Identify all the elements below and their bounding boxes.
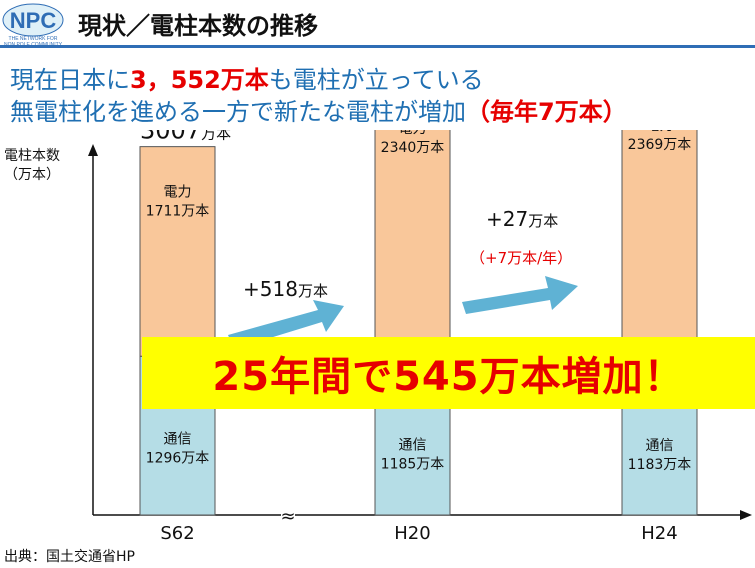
x-tick-label: H20 xyxy=(394,523,430,544)
subtitle-line-2: 無電柱化を進める一方で新たな電柱が増加（毎年7万本） xyxy=(10,92,627,127)
axis-break-gap xyxy=(281,505,295,525)
delta-label: +27万本 xyxy=(486,207,558,231)
x-axis-arrowhead xyxy=(740,510,752,520)
segment-label-comm: 通信 xyxy=(399,438,427,454)
subtitle-text: 現在日本に xyxy=(10,66,130,94)
segment-label-power: 電力 xyxy=(399,130,427,137)
subtitle-text: も電柱が立っている xyxy=(268,66,484,94)
subtitle-highlight: （毎年7万本） xyxy=(466,98,627,126)
segment-label-power: 2369万本 xyxy=(628,137,692,153)
delta-label: +518万本 xyxy=(243,277,328,301)
increase-arrow-2 xyxy=(462,276,578,314)
npc-logo: NPC THE NETWORK FOR NON POLE COMMUNITY xyxy=(2,2,64,48)
subtitle-highlight: 3，552万本 xyxy=(130,66,269,94)
source-note: 出典：国土交通省HP xyxy=(4,549,135,565)
x-tick-label: H24 xyxy=(641,523,677,544)
segment-label-comm: 1185万本 xyxy=(381,457,445,473)
y-axis-arrowhead xyxy=(88,144,98,156)
logo-text: NPC xyxy=(10,8,57,33)
page-title: 現状／電柱本数の推移 xyxy=(78,12,318,40)
segment-label-comm: 通信 xyxy=(164,432,192,448)
segment-label-power: 電力 xyxy=(164,185,192,201)
segment-label-power: 2340万本 xyxy=(381,140,445,156)
bar-segment-power xyxy=(139,146,216,357)
segment-label-comm: 通信 xyxy=(646,438,674,454)
bar-segment-power xyxy=(374,130,451,371)
subtitle-text: 無電柱化を進める一方で新たな電柱が増加 xyxy=(10,98,466,126)
bar-total-label: 3007万本 xyxy=(140,130,231,145)
x-tick-label: S62 xyxy=(160,523,194,544)
segment-label-power: 電力 xyxy=(646,130,674,134)
subtitle-line-1: 現在日本に3，552万本も電柱が立っている xyxy=(10,60,484,95)
y-axis-label-line: 電柱本数 xyxy=(4,148,60,164)
segment-label-power: 1711万本 xyxy=(146,204,210,220)
bar-segment-power xyxy=(621,130,698,371)
axis-break-symbol: ≈ xyxy=(280,506,295,527)
segment-label-comm: 1183万本 xyxy=(628,457,692,473)
annual-rate-label: （+7万本/年） xyxy=(470,249,572,267)
title-underline xyxy=(0,45,755,48)
segment-label-comm: 1296万本 xyxy=(146,451,210,467)
logo-caption: THE NETWORK FOR xyxy=(9,36,58,42)
y-axis-label: 電柱本数 （万本） xyxy=(4,147,60,185)
increase-banner: 25年間で545万本増加！ xyxy=(142,337,755,409)
increase-arrow-1 xyxy=(228,300,344,349)
y-axis-label-line: （万本） xyxy=(4,167,60,183)
